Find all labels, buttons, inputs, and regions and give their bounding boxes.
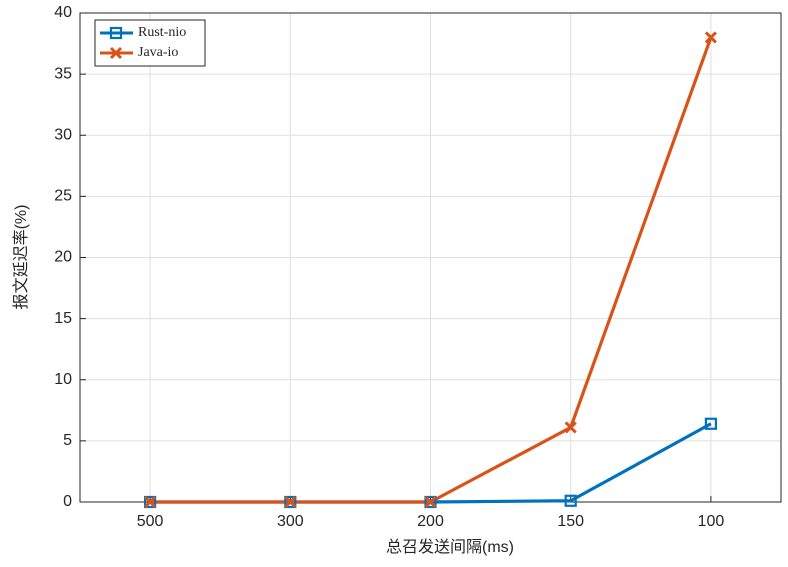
y-tick-label: 40 (54, 4, 72, 21)
marker (284, 495, 297, 509)
y-tick-label: 25 (54, 188, 72, 205)
y-tick-label: 5 (63, 432, 72, 449)
marker (284, 495, 297, 509)
marker (109, 46, 123, 60)
marker (144, 495, 157, 509)
marker (564, 421, 577, 434)
y-axis-label: 报文延迟率(%) (12, 205, 30, 310)
legend-label: Java-io (138, 45, 178, 60)
y-tick-label: 10 (54, 371, 72, 388)
y-tick-label: 30 (54, 126, 72, 143)
marker (424, 495, 437, 509)
x-tick-label: 300 (277, 513, 304, 530)
x-tick-label: 500 (137, 513, 164, 530)
marker (704, 31, 717, 44)
y-tick-label: 15 (54, 310, 72, 327)
x-tick-label: 150 (557, 513, 584, 530)
marker (109, 26, 123, 40)
x-axis-label: 总召发送间隔(ms) (386, 538, 514, 556)
marker (704, 417, 718, 430)
y-tick-label: 20 (54, 249, 72, 266)
marker (144, 495, 157, 509)
y-tick-label: 35 (54, 65, 72, 82)
marker (564, 494, 577, 507)
x-tick-label: 100 (698, 513, 725, 530)
y-tick-label: 0 (63, 493, 72, 510)
legend-label: Rust-nio (138, 25, 186, 40)
x-tick-label: 200 (417, 513, 444, 530)
marker (424, 495, 437, 509)
